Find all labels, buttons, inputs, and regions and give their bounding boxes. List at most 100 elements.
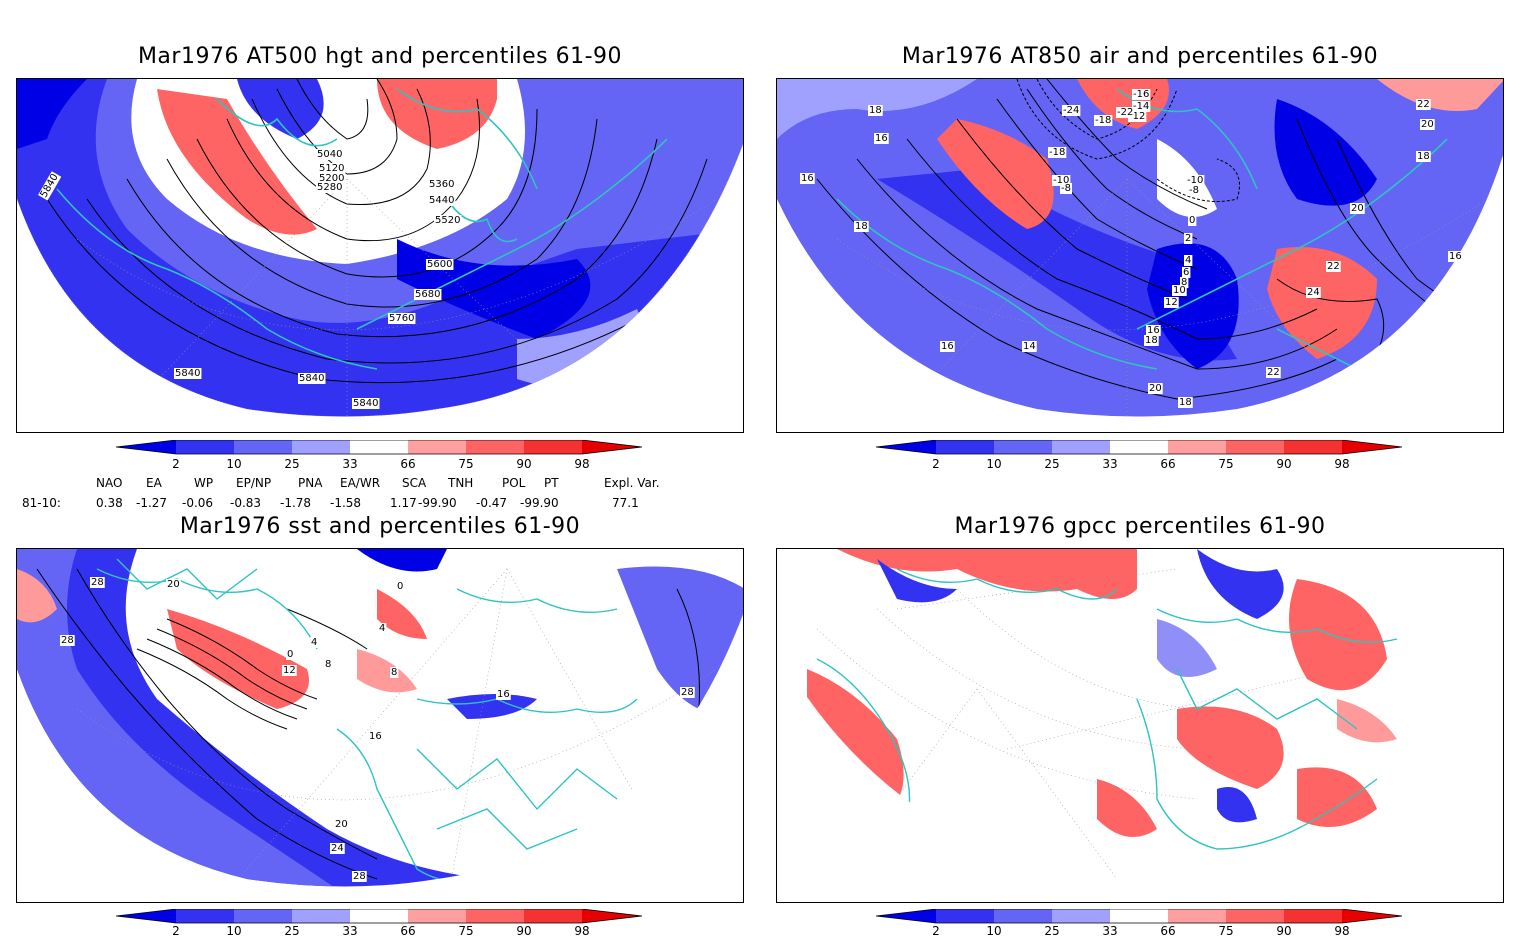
p1-label: 5520 <box>435 215 460 226</box>
p1-label: 5680 <box>415 289 440 300</box>
p3-label: 4 <box>311 637 317 648</box>
p4-shade-red-asia <box>1289 579 1387 691</box>
tele-value: -0.47 <box>476 496 508 510</box>
cb2-seg <box>994 440 1052 454</box>
p3-label: 24 <box>331 843 344 854</box>
p3-label: 0 <box>287 649 293 660</box>
p2-label: 22 <box>1327 261 1340 272</box>
cb3-seg <box>408 909 466 923</box>
panel1-map: 5840 5040 5120 5200 5280 5360 5440 5520 … <box>16 78 744 433</box>
p2-shade-red-pac <box>937 119 1054 229</box>
panel3-map: 28 20 28 0 4 8 12 0 4 8 16 16 20 24 28 2… <box>16 548 744 903</box>
tele-header: EA <box>146 476 162 490</box>
cb3-seg <box>292 909 350 923</box>
cb1-seg <box>408 440 466 454</box>
panel4-map-svg <box>807 549 1398 880</box>
p1-label: 5040 <box>317 149 342 160</box>
teleconnection-table: NAO EA WP EP/NP PNA EA/WR SCA TNH POL PT… <box>0 476 760 512</box>
p2-label: -18 <box>1095 115 1111 126</box>
cb3-label: 33 <box>342 924 358 938</box>
p2-label: 18 <box>855 221 868 232</box>
panel3-title: Mar1976 sst and percentiles 61-90 <box>179 514 581 539</box>
p2-grid <box>836 178 1488 417</box>
cb3-seg <box>350 909 408 923</box>
tele-header: POL <box>502 476 526 490</box>
cb4-seg <box>1168 909 1226 923</box>
cb1-seg <box>234 440 292 454</box>
p2-label: 4 <box>1185 255 1191 266</box>
cb4-seg <box>994 909 1052 923</box>
p1-label: 5360 <box>429 179 454 190</box>
p2-label: 16 <box>801 173 814 184</box>
p2-label: 18 <box>869 105 882 116</box>
panel2-map: 18 16 16 18 -24 -16 -14 -12 -18 -22 -18 … <box>776 78 1504 433</box>
tele-row-label: 81-10: <box>22 496 61 510</box>
cb4-seg <box>876 909 936 923</box>
tele-header: EP/NP <box>236 476 272 490</box>
p1-label: 5840 <box>175 368 200 379</box>
p2-shade-blue-atl <box>877 169 1237 361</box>
p1-label: 5840 <box>299 373 324 384</box>
tele-value: 0.38 <box>96 496 123 510</box>
cb3-label: 75 <box>458 924 474 938</box>
cb4-label: 75 <box>1218 924 1234 938</box>
cb3-label: 66 <box>400 924 416 938</box>
cb1-label: 10 <box>226 457 242 471</box>
tele-value: -0.06 <box>182 496 214 510</box>
p2-label: 22 <box>1417 99 1430 110</box>
p3-contour-labels: 28 20 28 0 4 8 12 0 4 8 16 16 20 24 28 2… <box>60 577 695 882</box>
p3-label: 16 <box>369 731 382 742</box>
p2-label: -18 <box>1049 147 1065 158</box>
tele-header: PT <box>544 476 559 490</box>
cb2-seg <box>1168 440 1226 454</box>
cb2-label: 90 <box>1276 457 1292 471</box>
p4-shade-lightblue-eu <box>1157 619 1217 677</box>
p2-label: -10 <box>1053 175 1069 186</box>
cb3-seg <box>466 909 524 923</box>
p3-label: 20 <box>335 819 348 830</box>
cb2-label: 75 <box>1218 457 1234 471</box>
cb4-label: 10 <box>986 924 1002 938</box>
p1-coastlines <box>56 88 668 370</box>
panel4-title: Mar1976 gpcc percentiles 61-90 <box>954 514 1326 539</box>
p1-label: 5760 <box>389 313 414 324</box>
cb4-label: 25 <box>1044 924 1060 938</box>
cb1-seg <box>350 440 408 454</box>
p2-shade-red-afr <box>1267 247 1377 359</box>
cb1-label: 33 <box>342 457 358 471</box>
p2-label: 16 <box>1147 325 1160 336</box>
tele-header: SCA <box>402 476 427 490</box>
colorbar-3: 2 10 25 33 66 75 90 98 <box>115 908 643 939</box>
p1-label: 5840 <box>353 398 378 409</box>
cb3-label: 2 <box>172 924 180 938</box>
panel3-map-svg: 28 20 28 0 4 8 12 0 4 8 16 16 20 24 28 2… <box>17 549 743 887</box>
p2-label: 20 <box>1149 383 1162 394</box>
p4-coastlines <box>816 568 1398 850</box>
cb4-seg <box>1342 909 1402 923</box>
p3-label: 8 <box>391 667 397 678</box>
p2-label: 0 <box>1189 215 1195 226</box>
p2-label: -22 <box>1117 107 1133 118</box>
cb1-seg <box>582 440 642 454</box>
p3-label: 12 <box>283 665 296 676</box>
p3-shade-red-n <box>377 589 427 639</box>
p4-shade-red-na <box>837 549 1137 599</box>
tele-value: -99.90 <box>418 496 457 510</box>
p2-label: 16 <box>941 341 954 352</box>
cb3-label: 25 <box>284 924 300 938</box>
cb2-seg <box>876 440 936 454</box>
p3-shade-red <box>167 609 309 709</box>
p3-label: 28 <box>61 635 74 646</box>
panel4-map <box>776 548 1504 903</box>
cb2-seg <box>1284 440 1342 454</box>
cb2-label: 25 <box>1044 457 1060 471</box>
p2-label: 12 <box>1165 297 1178 308</box>
p3-shade-lightred-w <box>17 569 57 623</box>
cb2-seg <box>1110 440 1168 454</box>
p4-shade-lightred <box>1337 699 1397 743</box>
tele-value: 77.1 <box>612 496 639 510</box>
p2-label: 18 <box>1179 397 1192 408</box>
cb2-label: 33 <box>1102 457 1118 471</box>
colorbar-3-svg <box>115 908 643 924</box>
p1-label: 5600 <box>427 259 452 270</box>
